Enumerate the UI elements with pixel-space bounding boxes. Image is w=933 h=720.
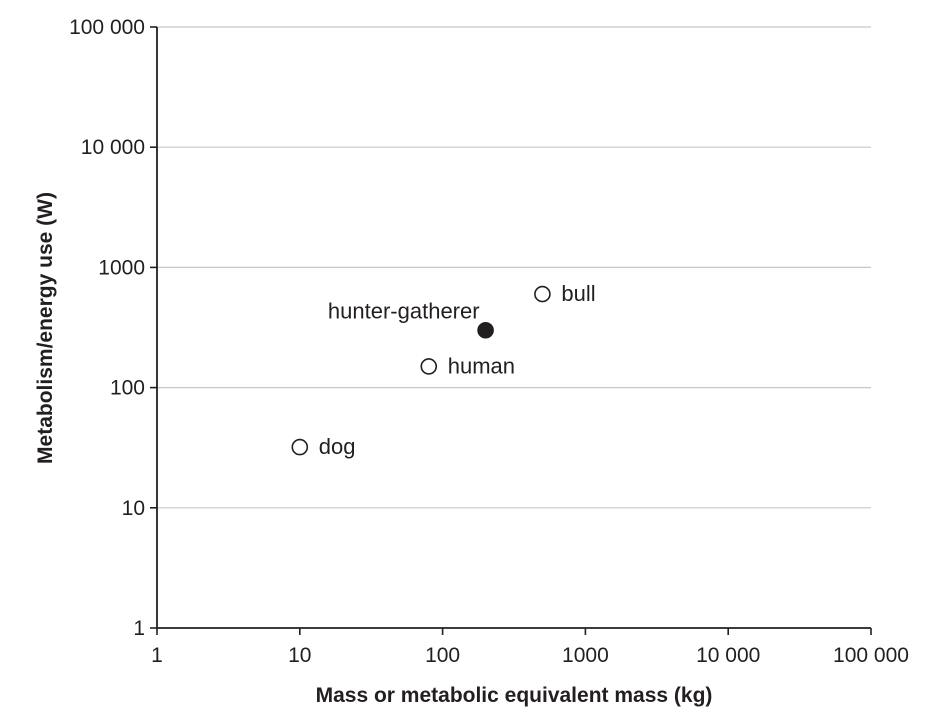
grid-lines	[157, 26, 871, 509]
y-axis-title: Metabolism/energy use (W)	[34, 192, 57, 464]
point-label-human: human	[448, 353, 515, 378]
point-human	[420, 358, 438, 375]
point-label-dog: dog	[319, 434, 356, 459]
x-tick-label: 1000	[562, 644, 609, 667]
point-label-hunter-gatherer: hunter-gatherer	[328, 298, 480, 323]
y-tick-label: 10 000	[81, 136, 145, 159]
x-tick-label: 1	[151, 644, 163, 667]
point-bull	[534, 285, 551, 303]
y-tick-label: 1	[133, 617, 145, 640]
y-tick-label: 1000	[98, 256, 145, 279]
axes	[150, 26, 872, 635]
x-axis-title: Mass or metabolic equivalent mass (kg)	[316, 684, 713, 707]
y-tick-label: 100 000	[69, 16, 145, 39]
x-tick-label: 100	[425, 644, 460, 667]
tick-labels: 1 10 100 1000 10 000 100 000 1 10 100 1000 10 000 1…	[69, 16, 909, 667]
data-points	[291, 285, 551, 456]
y-tick-label: 10	[122, 497, 145, 520]
x-tick-label: 10 000	[696, 644, 760, 667]
point-dog	[291, 438, 309, 456]
x-tick-label: 100 000	[833, 644, 909, 667]
x-tick-label: 10	[288, 644, 311, 667]
point-hunter-gatherer	[477, 321, 494, 339]
point-label-bull: bull	[561, 281, 595, 306]
y-tick-label: 100	[110, 377, 145, 400]
point-labels: dog human bull hunter-gatherer	[319, 281, 596, 459]
